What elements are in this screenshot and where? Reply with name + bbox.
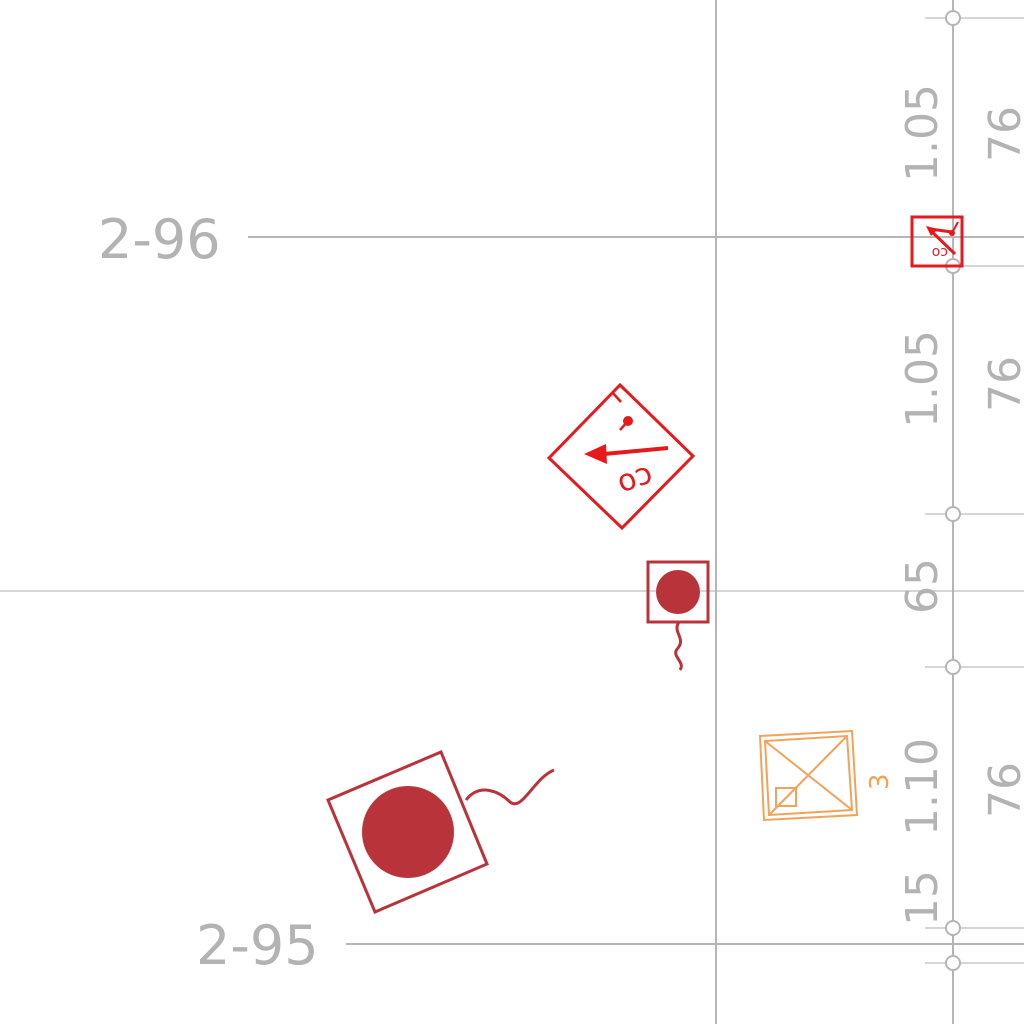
valve-symbol-large[interactable] [326,750,555,914]
axis-label-76-top: 76 [980,106,1024,162]
axis-label-65: 65 [897,558,948,614]
hydrant-large-code: co [613,458,658,503]
axis-label-76-mid: 76 [980,356,1024,412]
axis-label-1-05-mid: 1.05 [897,330,948,428]
hydrant-symbol-large[interactable]: co [546,382,696,531]
orange-box-symbol[interactable]: 3 [758,729,895,822]
hydrant-small-code: co [932,244,948,260]
orange-symbol-label: 3 [865,773,895,790]
hydrant-symbol-small[interactable]: co [910,215,964,268]
axis-label-1-05-top: 1.05 [897,84,948,182]
axis-label-1-10: 1.10 [897,738,948,836]
grid-label-2-95: 2-95 [196,914,319,977]
valve-symbol-small[interactable] [646,560,710,671]
grid-label-2-96: 2-96 [98,208,221,271]
axis-label-76-bottom: 76 [980,762,1024,818]
axis-label-15: 15 [897,870,948,926]
